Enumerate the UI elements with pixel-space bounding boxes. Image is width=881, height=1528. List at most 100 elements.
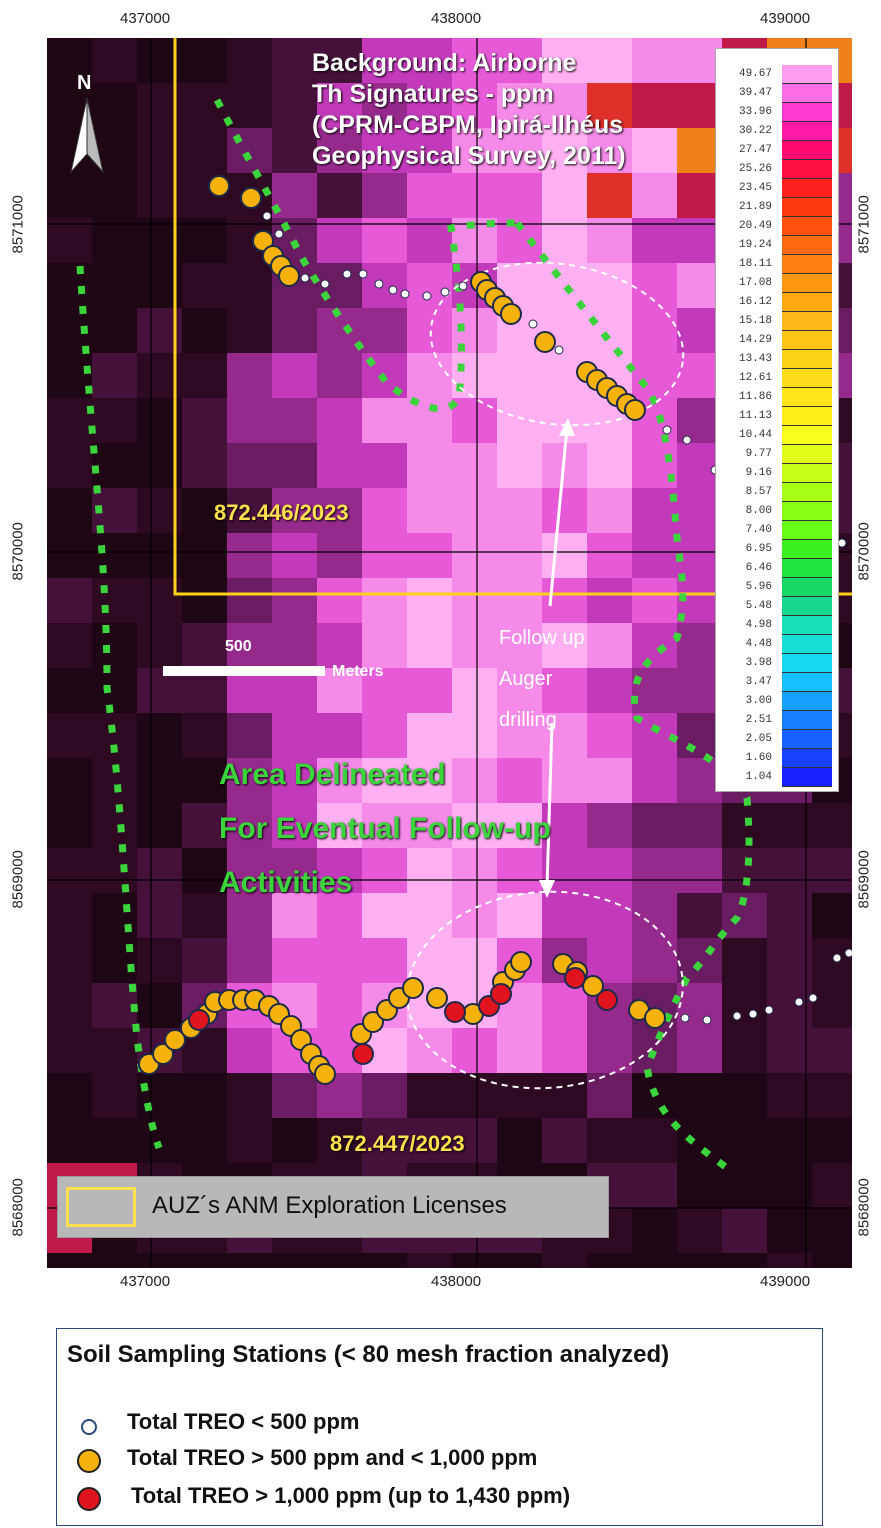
raster-cell [452, 938, 497, 983]
raster-cell [137, 713, 182, 758]
raster-cell [542, 128, 587, 173]
raster-cell [272, 533, 317, 578]
raster-cell [452, 578, 497, 623]
raster-cell [272, 128, 317, 173]
raster-cell [497, 668, 542, 713]
raster-cell [407, 623, 452, 668]
raster-cell [677, 443, 722, 488]
area-outline [213, 98, 518, 413]
raster-cell [497, 713, 542, 758]
sample-low [702, 1015, 712, 1025]
y-tick-left-8571000: 8571000 [9, 195, 27, 254]
raster-cell [92, 1073, 137, 1118]
raster-cell [542, 578, 587, 623]
raster-cell [362, 668, 407, 713]
raster-cell [362, 1073, 407, 1118]
sample-low [748, 1009, 758, 1019]
sample-mid [152, 1043, 174, 1065]
raster-cell [362, 263, 407, 308]
raster-cell [407, 398, 452, 443]
colorbar-label: 2.05 [745, 732, 772, 745]
raster-cell [497, 488, 542, 533]
raster-cell [677, 1028, 722, 1073]
raster-cell [407, 1253, 452, 1268]
raster-cell [137, 893, 182, 938]
raster-cell [542, 218, 587, 263]
soil-sampling-legend: Soil Sampling Stations (< 80 mesh fracti… [56, 1328, 823, 1526]
colorbar-swatch [782, 749, 832, 768]
raster-cell [542, 488, 587, 533]
legend-dot-mid [77, 1449, 101, 1473]
raster-cell [407, 128, 452, 173]
sample-mid [644, 1007, 666, 1029]
raster-cell [722, 1163, 767, 1208]
raster-cell [497, 578, 542, 623]
raster-cell [317, 1118, 362, 1163]
raster-cell [632, 1208, 677, 1253]
colorbar-swatch [782, 84, 832, 103]
raster-cell [47, 803, 92, 848]
arrow-line [548, 427, 569, 607]
y-tick-right-8571000: 8571000 [855, 195, 873, 254]
raster-cell [542, 1253, 587, 1268]
raster-cell [227, 443, 272, 488]
raster-cell [767, 893, 812, 938]
raster-cell [182, 533, 227, 578]
raster-cell [587, 758, 632, 803]
colorbar-swatch [782, 369, 832, 388]
colorbar-label: 9.16 [745, 466, 772, 479]
raster-cell [47, 1028, 92, 1073]
raster-cell [272, 1073, 317, 1118]
raster-cell [317, 1253, 362, 1268]
colorbar-swatch [782, 559, 832, 578]
raster-cell [47, 758, 92, 803]
raster-cell [407, 173, 452, 218]
sample-mid [164, 1029, 186, 1051]
sample-low [342, 269, 352, 279]
raster-cell [92, 578, 137, 623]
raster-cell [272, 488, 317, 533]
raster-cell [587, 83, 632, 128]
raster-cell [452, 488, 497, 533]
colorbar-label: 19.24 [738, 238, 772, 251]
raster-cell [272, 443, 317, 488]
raster-cell [92, 1118, 137, 1163]
raster-cell [227, 848, 272, 893]
sample-high [352, 1043, 374, 1065]
raster-cell [182, 713, 227, 758]
raster-cell [632, 353, 677, 398]
raster-cell [272, 1253, 317, 1268]
sample-low [832, 953, 842, 963]
raster-cell [587, 623, 632, 668]
sample-low [844, 948, 852, 958]
raster-cell [677, 533, 722, 578]
raster-cell [137, 1253, 182, 1268]
raster-cell [632, 1118, 677, 1163]
sample-low [388, 285, 398, 295]
colorbar-label: 5.48 [745, 599, 772, 612]
sample-low [422, 291, 432, 301]
raster-cell [722, 938, 767, 983]
raster-cell [497, 533, 542, 578]
colorbar-swatch [782, 673, 832, 692]
raster-cell [677, 893, 722, 938]
sample-high [596, 989, 618, 1011]
raster-cell [362, 758, 407, 803]
sample-high [564, 967, 586, 989]
raster-cell [812, 893, 852, 938]
raster-cell [722, 1208, 767, 1253]
area-delineated-label: Area Delineated For Eventual Follow-up A… [219, 758, 551, 899]
x-tick-bottom-438000: 438000 [431, 1273, 482, 1290]
raster-cell [767, 938, 812, 983]
sample-high [490, 983, 512, 1005]
raster-cell [182, 38, 227, 83]
raster-cell [92, 623, 137, 668]
raster-cell [767, 1118, 812, 1163]
colorbar-swatch [782, 521, 832, 540]
raster-cell [722, 848, 767, 893]
x-tick-top-438000: 438000 [431, 10, 482, 27]
raster-cell [497, 1118, 542, 1163]
colorbar-swatches [782, 65, 832, 787]
raster-cell [317, 83, 362, 128]
arrow-head [539, 880, 555, 898]
